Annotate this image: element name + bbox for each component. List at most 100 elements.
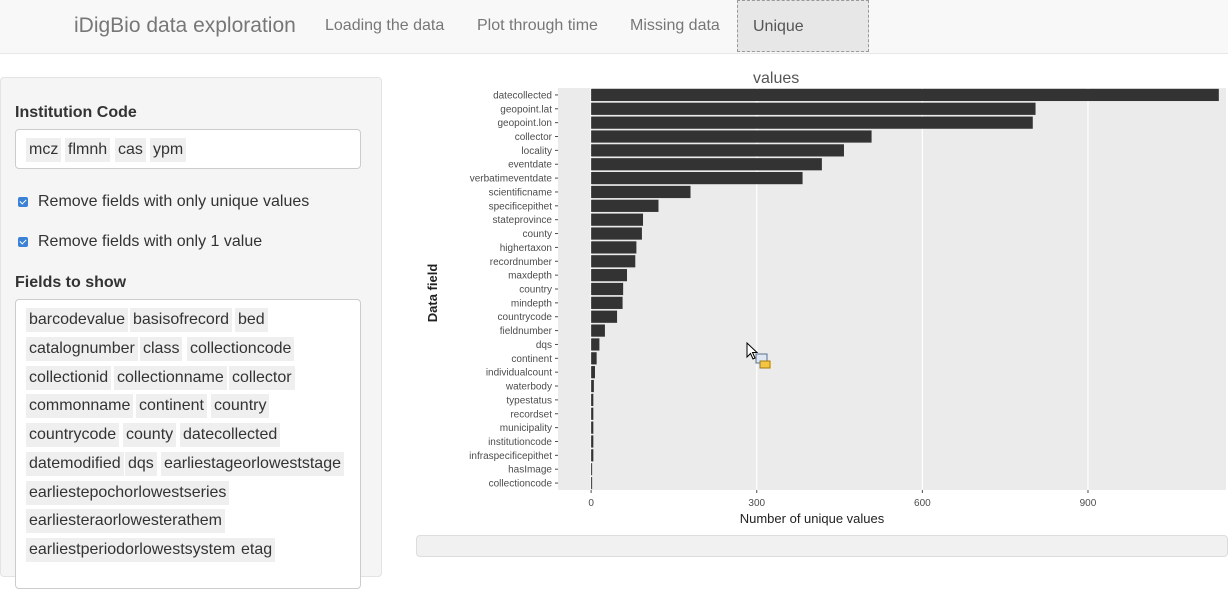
bar-county [591, 227, 642, 240]
bar-specificepithet [591, 199, 659, 212]
y-tick-label: scientificname [489, 187, 553, 198]
bar-verbatimeventdate [591, 172, 803, 185]
navbar: iDigBio data exploration Loading the dat… [0, 0, 1228, 87]
bar-infraspecificepithet [591, 449, 594, 462]
field-chip[interactable]: bed [235, 308, 268, 332]
bar-mindepth [591, 296, 623, 309]
field-chip[interactable]: etag [238, 538, 276, 562]
y-tick-label: eventdate [508, 160, 552, 171]
tab-loading-data[interactable]: Loading the data [325, 17, 445, 34]
bar-recordnumber [591, 255, 636, 268]
fields-to-show-label: Fields to show [15, 274, 127, 291]
field-chip[interactable]: commonname [26, 394, 134, 418]
y-tick-label: verbatimeventdate [470, 174, 553, 185]
bar-stateprovince [591, 213, 644, 226]
field-chip[interactable]: barcodevalue [26, 308, 129, 332]
field-chip[interactable]: collectionid [26, 366, 112, 390]
bar-chart: datecollected geopoint.lat geopoint.lon col… [425, 88, 1226, 526]
y-tick-label: continent [511, 354, 552, 365]
y-tick-label: maxdepth [508, 271, 552, 282]
tab-unique-values[interactable]: Unique values [737, 0, 869, 87]
remove-single-checkbox[interactable] [18, 237, 28, 247]
field-chip[interactable]: countrycode [26, 423, 120, 447]
y-tick-label: country [519, 285, 552, 296]
app-brand[interactable]: iDigBio data exploration [74, 14, 296, 37]
y-tick-label: geopoint.lat [500, 104, 552, 115]
field-chip[interactable]: earliestperiodorlowestsystem [26, 538, 239, 562]
y-tick-label: stateprovince [493, 215, 553, 226]
institution-chip[interactable]: cas [115, 138, 146, 162]
y-tick-label: highertaxon [500, 243, 552, 254]
bar-waterbody [591, 379, 594, 393]
field-chip[interactable]: collectioncode [187, 337, 295, 361]
field-chip[interactable]: continent [136, 394, 207, 418]
x-tick-label: 900 [1080, 498, 1097, 509]
fields-to-show-input[interactable]: barcodevalue basisofrecord bed catalognu… [15, 299, 361, 589]
y-tick-label: mindepth [511, 298, 552, 309]
field-chip[interactable]: country [211, 394, 270, 418]
y-tick-label: hasImage [508, 465, 552, 476]
field-chip[interactable]: catalognumber [26, 337, 138, 361]
field-chip[interactable]: collectionname [114, 366, 227, 390]
y-tick-label: dqs [536, 340, 552, 351]
field-chip[interactable]: earliestageorloweststage [161, 452, 344, 476]
tab-plot-through-time[interactable]: Plot through time [477, 17, 598, 34]
bar-geopoint-lat [591, 102, 1036, 115]
field-chip[interactable]: collector [229, 366, 295, 390]
y-tick-label: recordset [510, 409, 552, 420]
field-chip[interactable]: datecollected [180, 423, 281, 447]
bar-scientificname [591, 185, 691, 199]
y-tick-label: waterbody [505, 382, 552, 393]
y-tick-label: individualcount [486, 368, 552, 379]
y-tick-label: county [523, 229, 552, 240]
y-tick-label: recordnumber [490, 257, 553, 268]
field-chip[interactable]: datemodified [26, 452, 124, 476]
bar-fieldnumber [591, 324, 605, 337]
field-chip[interactable]: dqs [125, 452, 157, 476]
institution-chip[interactable]: mcz [26, 138, 62, 162]
bar-eventdate [591, 158, 822, 171]
bar-recordset [591, 407, 594, 420]
remove-unique-checkbox[interactable] [18, 197, 28, 207]
bar-collector [591, 130, 872, 143]
bar-typestatus [591, 393, 594, 406]
institution-chip[interactable]: ypm [150, 138, 187, 162]
remove-single-label: Remove fields with only 1 value [38, 233, 263, 250]
y-tick-label: infraspecificepithet [469, 451, 552, 462]
remove-unique-label: Remove fields with only unique values [38, 193, 310, 210]
bar-countrycode [591, 310, 618, 323]
bar-highertaxon [591, 241, 637, 254]
bar-hasimage [591, 463, 593, 476]
institution-chip[interactable]: flmnh [65, 138, 111, 162]
bar-datecollected [591, 88, 1219, 102]
field-chip[interactable]: county [123, 423, 177, 447]
x-tick-label: 600 [914, 498, 931, 509]
y-tick-label: countrycode [498, 312, 553, 323]
field-chip[interactable]: earliestepochorlowestseries [26, 481, 230, 505]
y-tick-label: datecollected [493, 90, 552, 101]
field-chip[interactable]: earliesteraorlowesterathem [26, 509, 225, 533]
field-chip[interactable]: basisofrecord [130, 308, 233, 332]
field-chip[interactable]: class [140, 337, 183, 361]
x-tick-label: 300 [748, 498, 765, 509]
institution-code-input[interactable]: mcz flmnh cas ypm [15, 129, 361, 169]
bar-municipality [591, 421, 594, 434]
y-tick-label: typestatus [506, 395, 552, 406]
unique-values-plot: datecollected geopoint.lat geopoint.lon col… [420, 88, 1228, 528]
bar-country [591, 282, 624, 296]
x-tick-label: 0 [588, 498, 594, 509]
sidebar-panel: Institution Code mcz flmnh cas ypm Remov… [0, 77, 382, 589]
bar-individualcount [591, 366, 595, 379]
cursor-icon [746, 341, 772, 375]
institution-code-label: Institution Code [15, 104, 137, 121]
bar-collectioncode [591, 476, 593, 490]
tab-missing-data[interactable]: Missing data [630, 17, 720, 34]
x-axis-title: Number of unique values [740, 511, 885, 526]
y-tick-label: institutioncode [488, 437, 552, 448]
bar-maxdepth [591, 269, 628, 282]
y-tick-label: geopoint.lon [498, 118, 553, 129]
bottom-scroll-bar[interactable] [416, 535, 1228, 557]
y-tick-label: locality [521, 146, 552, 157]
y-tick-label: collector [515, 132, 553, 143]
y-tick-label: fieldnumber [500, 326, 553, 337]
